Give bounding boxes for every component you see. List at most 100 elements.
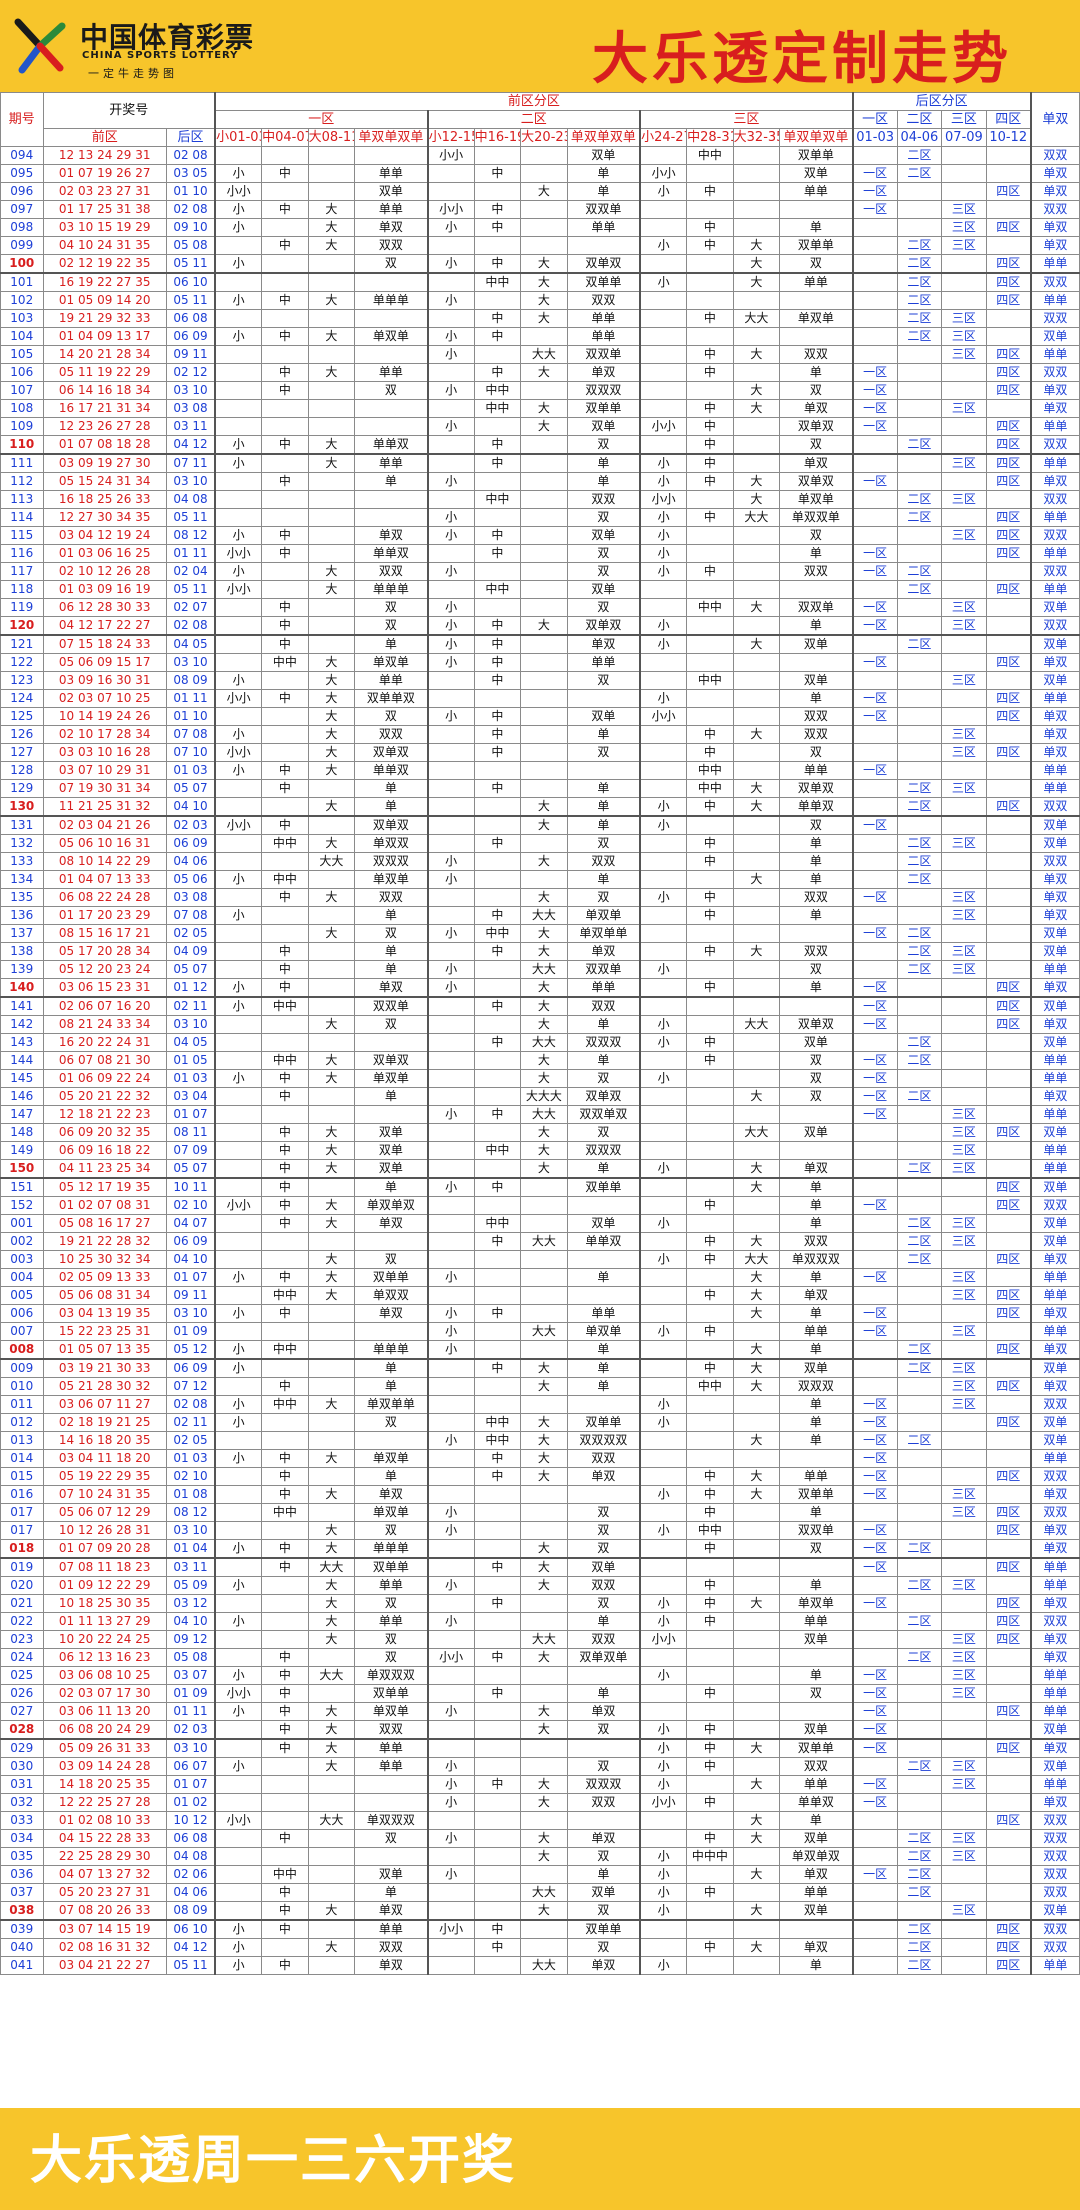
table-row: 095 01 07 19 26 27 03 05 小中单单中单小小 双单 一区 二区 单双 (0, 164, 1080, 183)
row-zone-cell: 小 (214, 435, 263, 455)
table-row: 002 19 21 22 28 32 06 09 中大大 单单双中大双双 二区 三区 双单 (0, 1232, 1080, 1251)
row-zone-cell (639, 779, 688, 798)
row-zone-cell: 单单 (779, 1883, 854, 1902)
row-zone-cell: 双单 (779, 164, 854, 183)
row-zone-cell: 小 (639, 888, 688, 907)
row-zone-cell: 大 (520, 1648, 568, 1667)
row-period: 105 (0, 345, 44, 364)
row-front-numbers: 04 11 23 25 34 (42, 1159, 167, 1179)
row-zone-cell: 双 (566, 1847, 641, 1866)
row-zone-cell: 大大 (520, 1105, 568, 1124)
row-back-zone-cell: 二区 (896, 1358, 943, 1378)
row-zone-cell: 大 (732, 1738, 781, 1758)
row-zone-cell: 单双双双 (354, 1811, 429, 1830)
row-zone-cell (261, 490, 309, 509)
row-back-zone-cell: 三区 (941, 1503, 987, 1522)
row-zone-cell (426, 942, 475, 961)
row-zone-cell: 小小 (214, 580, 263, 599)
row-period: 132 (0, 834, 44, 853)
row-zone-cell: 大 (732, 1286, 781, 1305)
row-front-numbers: 01 04 09 13 17 (42, 327, 167, 346)
row-back-numbers: 02 10 (165, 1196, 216, 1215)
row-back-zone-cell (941, 1033, 987, 1052)
row-back-zone-cell (851, 1757, 898, 1776)
row-zone-cell (307, 960, 356, 979)
table-row: 102 01 05 09 14 20 05 11 小中大单单单小大双双 二区 四区 单单 (0, 291, 1080, 310)
row-zone-cell: 大 (307, 1051, 356, 1070)
row-zone-cell (686, 580, 734, 599)
row-zone-cell (686, 1630, 734, 1649)
row-zone-cell (307, 1793, 356, 1812)
row-back-zone-cell (851, 1576, 898, 1595)
table-row: 149 06 09 16 18 22 07 09 中大双单 中中大双双双 三区 单单 (0, 1141, 1080, 1160)
row-zone-cell: 大 (307, 1757, 356, 1776)
row-back-zone-cell (896, 453, 943, 473)
row-back-zone-cell (851, 870, 898, 889)
row-back-numbers: 08 11 (165, 1123, 216, 1142)
row-period: 034 (0, 1829, 44, 1848)
row-zone-cell: 单 (779, 1413, 854, 1432)
row-back-zone-cell: 二区 (896, 960, 943, 979)
row-zone-cell: 双双单 (566, 960, 641, 979)
row-zone-cell: 中 (261, 978, 309, 998)
row-zone-cell: 中 (261, 616, 309, 636)
row-zone-cell (473, 1576, 522, 1595)
row-parity: 双双 (1029, 490, 1080, 509)
row-zone-cell (307, 1105, 356, 1124)
row-zone-cell (426, 1033, 475, 1052)
row-zone-cell: 中中 (261, 870, 309, 889)
row-parity: 双双 (1029, 272, 1080, 292)
row-zone-cell: 单双双双 (354, 1666, 429, 1685)
row-zone-cell (426, 1395, 475, 1414)
row-zone-cell (214, 508, 263, 527)
row-zone-cell: 小 (639, 1757, 688, 1776)
row-zone-cell (732, 1720, 781, 1740)
row-zone-cell (732, 1630, 781, 1649)
row-back-zone-cell: 三区 (941, 1214, 987, 1233)
row-zone-cell: 双双 (566, 1576, 641, 1595)
row-zone-cell (473, 1069, 522, 1088)
row-zone-cell (686, 653, 734, 672)
row-zone-cell (639, 906, 688, 925)
row-zone-cell (639, 1557, 688, 1577)
row-zone-cell (261, 218, 309, 237)
row-zone-cell (473, 797, 522, 817)
row-back-numbers: 08 12 (165, 526, 216, 545)
row-zone-cell: 双单单 (779, 1485, 854, 1504)
row-back-numbers: 07 08 (165, 906, 216, 925)
table-row: 117 02 10 12 26 28 02 04 小大双双小双小中双双 一区 二区 双双 (0, 562, 1080, 581)
row-zone-cell (473, 598, 522, 617)
row-zone-cell: 单双 (779, 453, 854, 473)
row-zone-cell: 单双单双 (354, 1196, 429, 1215)
row-zone-cell (473, 1811, 522, 1830)
row-front-numbers: 07 08 20 26 33 (42, 1901, 167, 1921)
row-zone-cell (639, 254, 688, 274)
row-zone-cell: 大 (520, 309, 568, 328)
table-row: 036 04 07 13 27 32 02 06 中中 双单小单小大单双 一区 二区 双双 (0, 1865, 1080, 1884)
row-zone-cell: 中中 (686, 1521, 734, 1540)
row-back-zone-cell: 三区 (941, 1648, 987, 1667)
row-back-zone-cell: 二区 (896, 1232, 943, 1251)
table-row: 094 12 13 24 29 31 02 08 小小 双单 中中 双单单 二区 双双 (0, 146, 1080, 165)
row-zone-cell (214, 309, 263, 328)
row-zone-cell (520, 725, 568, 744)
row-back-numbers: 07 10 (165, 743, 216, 762)
row-zone-cell (214, 779, 263, 798)
row-zone-cell (473, 345, 522, 364)
row-zone-cell (214, 236, 263, 255)
row-zone-cell: 小小 (214, 743, 263, 762)
row-back-zone-cell (896, 1304, 943, 1323)
row-zone-cell: 大 (520, 1159, 568, 1179)
row-back-zone-cell: 三区 (941, 327, 987, 346)
row-zone-cell: 中 (261, 164, 309, 183)
row-zone-cell (307, 1883, 356, 1902)
row-parity: 双单 (1029, 634, 1080, 654)
row-zone-cell: 中 (261, 1268, 309, 1287)
row-back-zone-cell: 一区 (851, 1467, 898, 1486)
row-back-zone-cell: 一区 (851, 1105, 898, 1124)
row-back-zone-cell: 四区 (985, 707, 1032, 726)
row-zone-cell (520, 544, 568, 563)
row-zone-cell: 单双单 (779, 490, 854, 509)
row-back-zone-cell: 二区 (896, 1087, 943, 1106)
row-zone-cell (779, 996, 854, 1016)
